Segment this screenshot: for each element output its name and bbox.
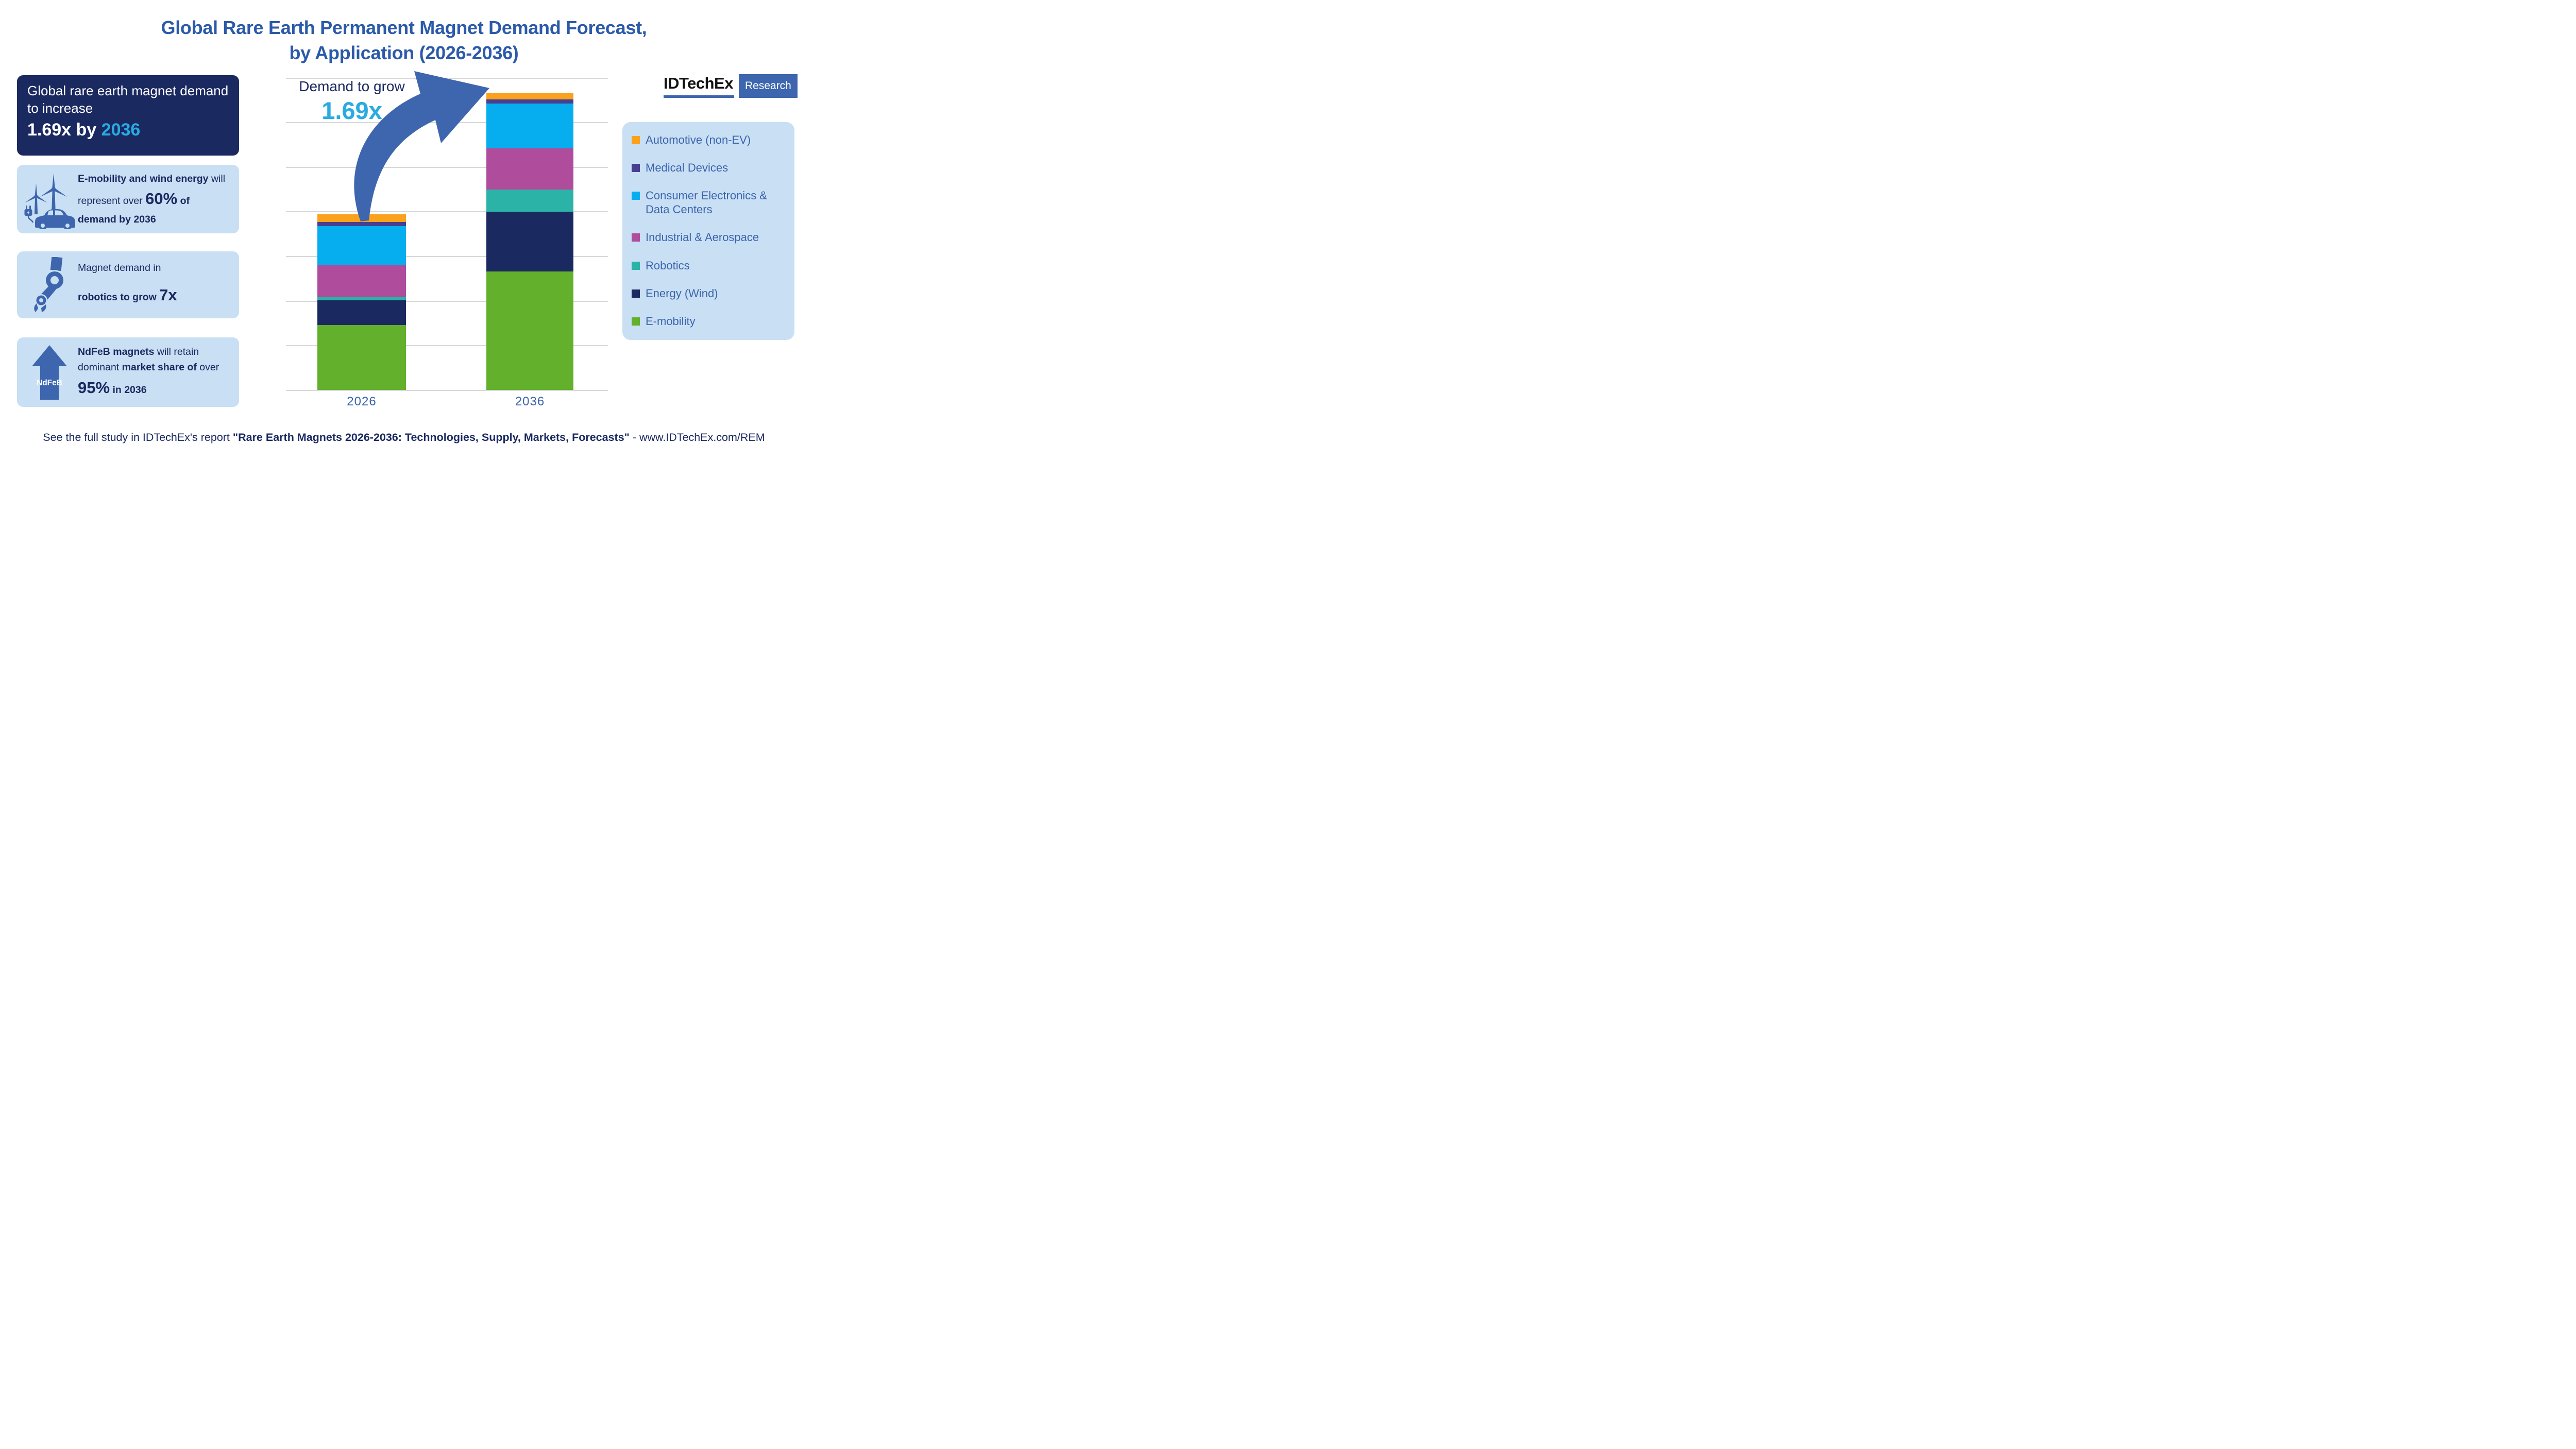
stat-emobility-number: 60% [145, 190, 178, 208]
bar-segment [486, 271, 573, 390]
page-title: Global Rare Earth Permanent Magnet Deman… [0, 15, 808, 66]
legend-label: Energy (Wind) [646, 286, 718, 300]
stat-robotics-reg: Magnet demand in [78, 262, 161, 274]
footer-report-title: "Rare Earth Magnets 2026-2036: Technolog… [232, 431, 630, 444]
stat-robotics-number: 7x [159, 286, 177, 304]
legend-swatch [632, 317, 640, 326]
stat-box-ndfeb: NdFeB NdFeB magnets will retain dominant… [17, 337, 239, 407]
bar-segment [317, 297, 406, 300]
gridline [286, 256, 608, 258]
footer-note: See the full study in IDTechEx's report … [0, 431, 808, 444]
stat-robotics-bold: robotics to grow [78, 292, 160, 303]
logo-research-tag: Research [738, 74, 798, 98]
headline-stat-white: 1.69x by [27, 120, 101, 140]
axis-label: 2036 [515, 395, 545, 408]
legend-item: Automotive (non-EV) [632, 133, 787, 147]
gridline [286, 345, 608, 347]
legend-item: Industrial & Aerospace [632, 231, 787, 245]
legend-label: Automotive (non-EV) [646, 133, 751, 146]
stacked-bar-2026 [317, 214, 406, 390]
stat-ndfeb-bold2: market share of [122, 362, 197, 373]
footer-reg1: See the full study in IDTechEx's report [43, 431, 233, 444]
bar-segment [486, 93, 573, 99]
stat-emobility-bold2: of demand by 2036 [78, 195, 190, 225]
wind-turbine-ev-car-icon [23, 169, 76, 229]
legend-swatch [632, 192, 640, 200]
bar-segment [317, 214, 406, 223]
legend-item: Robotics [632, 259, 787, 273]
legend-label: Robotics [646, 259, 690, 272]
headline-box: Global rare earth magnet demand to incre… [17, 75, 239, 156]
stacked-bar-2036 [486, 93, 573, 390]
legend-item: Energy (Wind) [632, 287, 787, 301]
legend-swatch [632, 136, 640, 144]
bar-segment [317, 222, 406, 226]
growth-annotation: Demand to grow 1.69x [287, 78, 416, 125]
growth-annotation-value: 1.69x [321, 97, 382, 124]
bar-segment [486, 148, 573, 190]
axis-label: 2026 [347, 395, 377, 408]
headline-stat-year: 2036 [101, 120, 141, 140]
ev-car-icon [35, 209, 75, 229]
ev-plug-icon [24, 205, 34, 223]
stat-ndfeb-reg1: will retain dominant [78, 346, 199, 373]
bar-segment [317, 300, 406, 325]
stat-box-robotics: Magnet demand in robotics to grow 7x [17, 251, 239, 318]
stat-ndfeb-text: NdFeB magnets will retain dominant marke… [78, 344, 228, 400]
legend-swatch [632, 289, 640, 298]
logo-brand-text: IDTechEx [664, 74, 734, 98]
stat-emobility-bold: E-mobility and wind energy [78, 173, 209, 185]
stat-ndfeb-bold1: NdFeB magnets [78, 346, 155, 358]
bar-segment [317, 265, 406, 297]
idtechex-logo: IDTechEx Research [664, 74, 798, 98]
legend-swatch [632, 261, 640, 270]
page-title-line2: by Application (2026-2036) [289, 42, 519, 63]
bar-segment [317, 325, 406, 390]
legend-label: Consumer Electronics & Data Centers [646, 189, 767, 216]
stat-emobility-reg: will represent over [78, 173, 226, 207]
stat-box-emobility-wind: E-mobility and wind energy will represen… [17, 165, 239, 233]
stat-robotics-text: Magnet demand in robotics to grow 7x [78, 258, 228, 312]
legend-swatch [632, 233, 640, 242]
legend-item: E-mobility [632, 315, 787, 329]
ndfeb-arrow-label: NdFeB [37, 379, 62, 387]
robot-arm-icon [23, 257, 76, 313]
ndfeb-arrow-icon: NdFeB [23, 344, 76, 401]
stat-ndfeb-reg2: over [196, 362, 219, 373]
legend-item: Medical Devices [632, 161, 787, 175]
headline-text: Global rare earth magnet demand to incre… [27, 83, 229, 116]
legend-label: E-mobility [646, 315, 696, 328]
page-title-line1: Global Rare Earth Permanent Magnet Deman… [161, 17, 647, 38]
footer-url: - www.IDTechEx.com/REM [629, 431, 765, 444]
headline-stat: 1.69x by 2036 [27, 120, 229, 140]
bar-segment [486, 99, 573, 104]
gridline [286, 390, 608, 391]
stat-emobility-text: E-mobility and wind energy will represen… [78, 171, 228, 227]
bar-segment [486, 104, 573, 149]
stat-ndfeb-number: 95% [78, 378, 110, 397]
gridline [286, 300, 608, 302]
bar-segment [486, 211, 573, 271]
infographic-page: Global Rare Earth Permanent Magnet Deman… [0, 0, 808, 454]
legend: Automotive (non-EV) Medical Devices Consum… [622, 122, 794, 340]
legend-item: Consumer Electronics & Data Centers [632, 189, 787, 217]
bar-segment [317, 226, 406, 266]
stat-ndfeb-bold3: in 2036 [110, 384, 147, 396]
bar-segment [486, 190, 573, 212]
growth-annotation-label: Demand to grow [299, 78, 405, 94]
legend-label: Medical Devices [646, 161, 728, 175]
legend-swatch [632, 164, 640, 173]
legend-label: Industrial & Aerospace [646, 231, 759, 244]
